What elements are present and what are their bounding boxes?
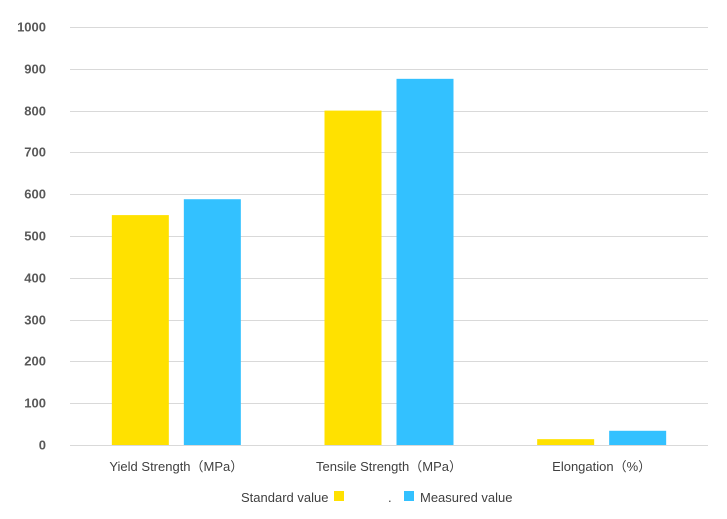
gridlines	[70, 27, 708, 404]
legend-label-standard: Standard value	[241, 490, 328, 505]
y-tick-label: 400	[24, 271, 46, 286]
y-tick-label: 0	[39, 438, 46, 453]
bar-standard	[324, 110, 382, 445]
legend-label-measured: Measured value	[420, 490, 513, 505]
y-tick-label: 200	[24, 354, 46, 369]
bar-standard	[111, 215, 169, 445]
y-tick-label: 1000	[17, 20, 46, 35]
legend: Standard value . Measured value	[241, 490, 513, 505]
y-tick-label: 800	[24, 104, 46, 119]
legend-swatch-standard	[334, 491, 344, 501]
legend-swatch-measured	[404, 491, 414, 501]
x-category-label: Elongation（%）	[552, 459, 651, 474]
y-tick-label: 500	[24, 229, 46, 244]
y-tick-label: 100	[24, 396, 46, 411]
y-tick-label: 900	[24, 62, 46, 77]
bar-standard	[537, 439, 595, 445]
x-category-label: Tensile Strength（MPa）	[316, 459, 462, 474]
x-category-label: Yield Strength（MPa）	[109, 459, 243, 474]
bars	[111, 78, 667, 445]
bar-measured	[396, 78, 454, 445]
x-axis-labels: Yield Strength（MPa） Tensile Strength（MPa）…	[109, 459, 651, 474]
bar-measured	[183, 199, 241, 445]
bar-measured	[609, 430, 667, 445]
y-tick-label: 700	[24, 145, 46, 160]
y-axis-ticks: 0 100 200 300 400 500 600 700 800 900 1000	[17, 20, 46, 453]
y-tick-label: 600	[24, 187, 46, 202]
legend-separator: .	[388, 490, 392, 505]
y-tick-label: 300	[24, 313, 46, 328]
